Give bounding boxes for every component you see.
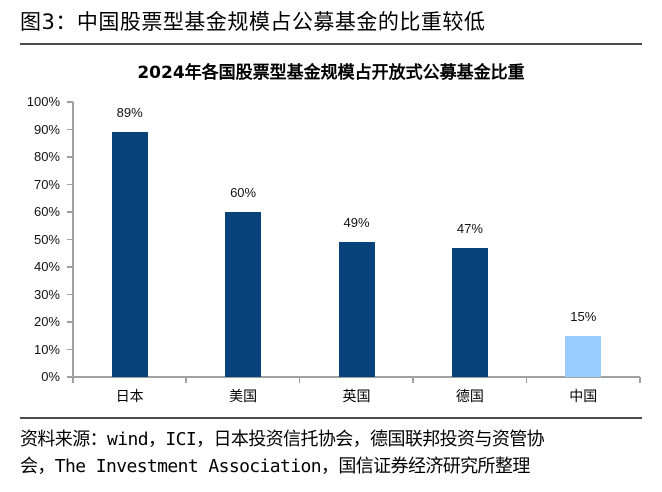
bar-3 [451, 247, 488, 377]
source-note: 资料来源：wind，ICI，日本投资信托协会，德国联邦投资与资管协 会，The … [20, 426, 650, 480]
y-tick [67, 348, 73, 351]
y-tick [67, 266, 73, 268]
y-tick-label: 90% [33, 121, 60, 137]
y-tick-label: 100% [26, 94, 60, 109]
category-label: 中国 [569, 389, 598, 405]
y-tick [67, 128, 73, 131]
x-tick [412, 377, 414, 383]
category-label: 英国 [342, 389, 371, 405]
y-tick [67, 238, 73, 241]
y-tick-label: 30% [33, 286, 60, 302]
bar-value-label: 89% [116, 105, 143, 121]
x-tick [298, 377, 301, 383]
bar-1 [225, 212, 262, 377]
bottom-divider [20, 417, 642, 419]
y-tick [67, 101, 73, 103]
y-tick-label: 40% [33, 259, 60, 274]
y-tick-label: 50% [33, 231, 60, 247]
bar-2 [338, 242, 375, 377]
y-tick [67, 156, 73, 158]
bar-4 [565, 335, 602, 377]
y-tick-label: 60% [33, 204, 60, 219]
x-tick [639, 377, 641, 383]
bar-value-label: 49% [343, 215, 370, 231]
x-axis [72, 376, 640, 378]
source-line-1: 资料来源：wind，ICI，日本投资信托协会，德国联邦投资与资管协 [20, 429, 545, 450]
x-tick [72, 377, 74, 383]
plot-area: 0% 10% 20% 30% 40% 50% 60% 70% 80% 90% 100% 89% 日本 60… [26, 94, 641, 405]
category-label: 美国 [229, 389, 258, 405]
y-tick-label: 80% [33, 149, 60, 164]
category-label: 日本 [115, 389, 144, 405]
y-tick-label: 70% [33, 176, 60, 192]
y-tick-label: 10% [33, 341, 60, 357]
bar-0 [111, 132, 148, 377]
y-tick [67, 321, 73, 323]
bar-value-label: 15% [570, 308, 597, 324]
y-tick [67, 376, 73, 378]
source-line-2: 会，The Investment Association，国信证券经济研究所整理 [20, 456, 530, 477]
y-axis [72, 102, 74, 377]
x-tick [525, 377, 528, 383]
x-tick [185, 377, 187, 383]
top-divider [20, 43, 642, 45]
y-tick-label: 0% [41, 369, 60, 384]
y-tick [67, 183, 73, 186]
figure-title: 图3：中国股票型基金规模占公募基金的比重较低 [20, 10, 486, 34]
chart-title: 2024年各国股票型基金规模占开放式公募基金比重 [137, 63, 525, 83]
category-label: 德国 [455, 389, 484, 405]
y-tick [67, 293, 73, 296]
y-tick-label: 20% [33, 314, 60, 329]
bar-value-label: 47% [456, 220, 483, 236]
y-tick [67, 211, 73, 213]
bar-value-label: 60% [230, 185, 257, 200]
